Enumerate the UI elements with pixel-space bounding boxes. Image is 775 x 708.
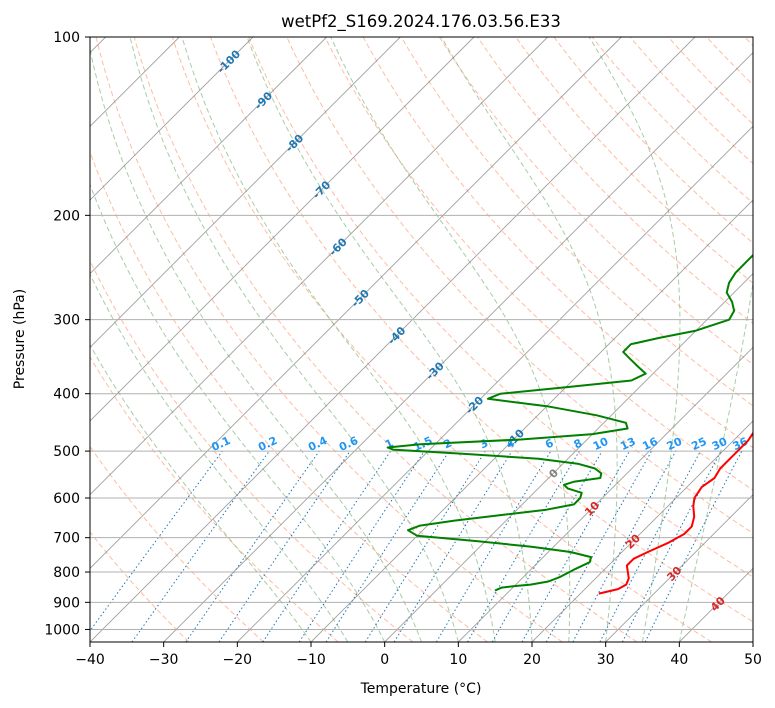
isotherm-line <box>90 37 622 569</box>
moist-adiabat-line <box>678 37 753 642</box>
isotherm-line <box>90 37 401 348</box>
y-tick-label: 600 <box>53 491 80 507</box>
chart-title: wetPf2_S169.2024.176.03.56.E33 <box>281 12 561 32</box>
mixing-ratio-line <box>325 450 450 642</box>
mixing-ratio-label: 30 <box>710 435 730 453</box>
moist-adiabat-line <box>129 37 459 642</box>
moist-adiabat-line <box>440 37 618 642</box>
mixing-ratio-line <box>185 450 320 642</box>
y-tick-label: 500 <box>53 444 80 460</box>
x-tick-label: 40 <box>670 652 688 668</box>
x-tick-label: 30 <box>597 652 615 668</box>
y-tick-label: 200 <box>53 208 80 224</box>
mixing-ratio-line <box>131 450 270 642</box>
dewpoint-line <box>386 253 753 592</box>
x-tick-label: 50 <box>744 652 762 668</box>
moist-adiabat-line <box>181 37 496 642</box>
plot-frame <box>89 36 754 643</box>
moist-adiabat-line <box>90 183 386 642</box>
dry-adiabat-line <box>171 37 712 642</box>
isotherm-line <box>90 37 548 496</box>
isotherm-line <box>458 346 753 642</box>
mixing-ratio-line <box>521 450 630 642</box>
y-tick-label: 100 <box>53 30 80 46</box>
mixing-ratio-line <box>90 450 223 632</box>
isotherm-line <box>531 420 753 642</box>
mixing-ratio-line <box>467 450 580 642</box>
y-tick-label: 400 <box>53 387 80 403</box>
y-axis-label: Pressure (hPa) <box>12 289 28 389</box>
x-tick-label: 20 <box>523 652 541 668</box>
moist-adiabat-line <box>90 273 349 642</box>
isotherm-line <box>237 125 753 642</box>
dry-adiabat-line <box>477 37 753 325</box>
dry-adiabat-line <box>553 37 753 244</box>
temperature-line <box>598 431 753 595</box>
x-tick-label: −20 <box>223 652 253 668</box>
x-tick-label: −30 <box>149 652 179 668</box>
isotherm-lines <box>90 37 753 642</box>
mixing-ratio-line <box>491 450 603 642</box>
isotherm-line <box>163 52 753 642</box>
isotherm-line <box>90 37 696 642</box>
mixing-ratio-label: 25 <box>689 435 708 453</box>
x-tick-label: −40 <box>75 652 105 668</box>
dry-adiabat-line <box>286 37 753 534</box>
y-tick-label: 300 <box>53 313 80 329</box>
dry-adiabat-line <box>90 150 488 642</box>
dry-adiabat-line <box>324 37 753 491</box>
data-series <box>386 253 753 595</box>
mixing-ratio-line <box>218 450 351 642</box>
mixing-ratio-label: 10 <box>591 435 611 453</box>
mixing-ratio-line <box>393 450 513 642</box>
mixing-ratio-label: 13 <box>618 435 637 453</box>
isotherm-line <box>90 37 475 422</box>
dry-adiabat-line <box>90 259 414 642</box>
x-axis-ticks: −40 −30 −20 −10 0 10 20 30 40 50 <box>75 642 762 668</box>
dry-adiabat-line <box>438 37 753 365</box>
isotherm-line <box>90 37 254 201</box>
x-axis-label: Temperature (°C) <box>360 681 482 697</box>
moist-adiabat-line <box>588 37 681 642</box>
dry-adiabat-line <box>210 37 753 623</box>
y-tick-label: 800 <box>53 565 80 581</box>
mixing-ratio-line <box>572 450 677 642</box>
x-tick-label: −10 <box>296 652 326 668</box>
plot-area: -100-90-80-70-60-50-40-30-20-10010203040… <box>90 37 753 642</box>
dry-adiabat-line <box>95 37 563 642</box>
isotherm-line <box>605 494 753 642</box>
moist-adiabat-line <box>246 37 533 642</box>
mixing-ratio-label: 20 <box>665 435 685 453</box>
dry-adiabat-line <box>400 37 753 407</box>
mixing-ratio-label: 16 <box>640 435 660 453</box>
mixing-ratio-line <box>364 450 486 642</box>
mixing-ratio-line <box>435 450 552 642</box>
x-tick-label: 0 <box>380 652 389 668</box>
y-tick-label: 700 <box>53 531 80 547</box>
y-tick-label: 900 <box>53 595 80 611</box>
dry-adiabat-line <box>90 531 190 642</box>
dry-adiabat-line <box>248 37 753 578</box>
y-axis-ticks: 100 200 300 400 500 600 700 800 900 1000 <box>44 30 90 638</box>
moist-adiabat-line <box>90 46 422 642</box>
y-tick-label: 1000 <box>44 622 80 638</box>
dry-adiabat-line <box>133 37 638 642</box>
x-tick-label: 10 <box>449 652 467 668</box>
dry-adiabat-line <box>591 37 753 204</box>
mixing-ratio-label: 36 <box>731 435 751 453</box>
moist-adiabats <box>90 37 753 642</box>
isotherm-line <box>310 199 753 642</box>
isotherm-line <box>90 37 327 275</box>
moist-adiabat-line <box>330 37 571 642</box>
